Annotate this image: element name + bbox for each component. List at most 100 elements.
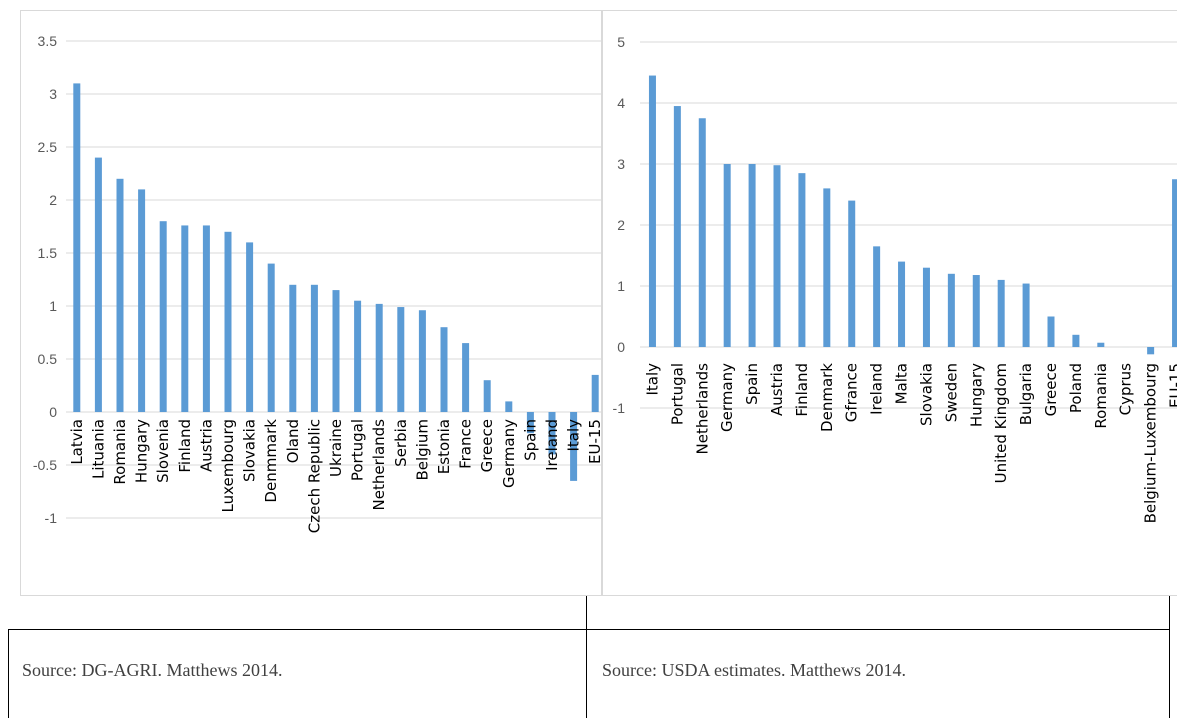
x-category-label: Greece xyxy=(1042,363,1060,416)
bar xyxy=(1147,347,1155,355)
bar xyxy=(591,374,599,412)
x-category-label: Oland xyxy=(284,419,302,463)
x-category-label: Austria xyxy=(768,363,786,416)
x-category-label: Finland xyxy=(793,363,811,417)
bar xyxy=(462,343,470,412)
bar xyxy=(310,284,318,412)
x-category-label: Netherlands xyxy=(693,363,711,455)
bar xyxy=(947,273,955,347)
x-category-label: Italy xyxy=(643,363,661,396)
bar xyxy=(354,300,362,412)
bar xyxy=(526,412,534,434)
bar xyxy=(418,310,426,412)
bar xyxy=(440,327,448,412)
x-category-label: Luxembourg xyxy=(219,419,237,513)
x-category-label: Italy xyxy=(565,419,583,452)
bar xyxy=(483,380,491,412)
x-category-label: Romania xyxy=(1092,363,1110,429)
x-category-label: Spain xyxy=(743,363,761,405)
bar xyxy=(898,261,906,347)
bar xyxy=(94,157,102,412)
bar xyxy=(698,118,706,347)
y-tick-label: 0.5 xyxy=(38,351,58,367)
x-category-label: Estonia xyxy=(435,419,453,474)
bar-chart-right: 5 4 3 2 1 0 -1 Italy Portugal Netherlands Germany S… xyxy=(613,34,1177,523)
x-category-label: Netherlands xyxy=(370,419,388,511)
x-category-label: Serbia xyxy=(392,419,410,467)
bar xyxy=(748,164,756,347)
y-tick-label: -1 xyxy=(45,510,58,526)
bar xyxy=(1022,283,1030,347)
x-category-label: France xyxy=(457,419,475,469)
bar xyxy=(798,173,806,347)
x-category-label: Belgium xyxy=(413,419,431,481)
y-tick-label: 3 xyxy=(617,156,625,172)
bar xyxy=(1172,179,1177,347)
chart-panel-left: 3.5 3 2.5 2 1.5 1 0.5 0 -0.5 -1 Latvia Lituania Roma… xyxy=(20,10,602,596)
bar xyxy=(332,290,340,412)
y-tick-label: 1 xyxy=(49,298,57,314)
bar xyxy=(289,284,297,412)
x-category-label: Ireland xyxy=(868,363,886,415)
y-tick-label: 5 xyxy=(617,34,625,50)
y-tick-label: 1.5 xyxy=(38,245,58,261)
bar xyxy=(375,303,383,412)
y-tick-label: 0 xyxy=(49,404,57,420)
x-category-label: Hungary xyxy=(133,419,151,483)
x-category-label: Slovakia xyxy=(241,419,259,482)
frame-line xyxy=(8,629,1170,630)
y-tick-label: 3 xyxy=(49,86,57,102)
x-category-label: Cyprus xyxy=(1117,363,1135,416)
x-category-label: Portugal xyxy=(668,363,686,425)
x-category-label: Greece xyxy=(478,419,496,472)
y-tick-label: -1 xyxy=(613,400,626,416)
bar xyxy=(548,412,556,455)
y-tick-label: 2.5 xyxy=(38,139,58,155)
bar xyxy=(138,189,146,412)
source-caption-left: Source: DG-AGRI. Matthews 2014. xyxy=(22,660,283,680)
y-tick-label: 0 xyxy=(617,339,625,355)
x-category-label: Romania xyxy=(111,419,129,485)
x-category-label: Finland xyxy=(176,419,194,473)
bar xyxy=(1097,342,1105,347)
bar xyxy=(267,263,275,412)
bar xyxy=(570,412,578,481)
x-category-label: Germany xyxy=(500,419,518,488)
bar xyxy=(848,200,856,347)
bar xyxy=(202,225,210,412)
bar xyxy=(873,246,881,347)
x-category-label: Czech Republic xyxy=(305,419,323,533)
x-category-label: Austria xyxy=(197,419,215,472)
x-category-label: Poland xyxy=(1067,363,1085,413)
x-category-label: Sweden xyxy=(942,363,960,422)
x-category-label: Slovakia xyxy=(917,363,935,426)
bar xyxy=(997,279,1005,347)
bar-chart-left: 3.5 3 2.5 2 1.5 1 0.5 0 -0.5 -1 Latvia Lituania Roma… xyxy=(33,33,601,533)
x-category-label: United Kingdom xyxy=(992,363,1010,483)
x-category-label: Gfrance xyxy=(843,363,861,422)
x-category-label: Ireland xyxy=(543,419,561,471)
bar xyxy=(116,178,124,412)
bar xyxy=(246,242,254,412)
bar xyxy=(159,221,167,412)
frame-line xyxy=(586,596,587,718)
x-category-label: Denmark xyxy=(818,363,836,432)
source-caption-right: Source: USDA estimates. Matthews 2014. xyxy=(602,660,906,680)
x-category-label: Lituania xyxy=(89,419,107,479)
x-category-label: Denmmark xyxy=(262,419,280,503)
x-category-label: Ukraine xyxy=(327,419,345,477)
frame-line xyxy=(1169,596,1170,718)
bar xyxy=(723,164,731,347)
bar xyxy=(1072,334,1080,347)
bar xyxy=(922,267,930,347)
bar xyxy=(823,188,831,347)
frame-line xyxy=(8,629,9,718)
bar xyxy=(648,75,656,348)
bar xyxy=(73,83,81,413)
x-category-label: Portugal xyxy=(349,419,367,481)
x-category-label: EU-15 xyxy=(1167,363,1177,408)
bar xyxy=(224,231,232,412)
x-category-label: Slovenia xyxy=(154,419,172,483)
bar xyxy=(972,275,980,347)
bar xyxy=(673,106,681,347)
